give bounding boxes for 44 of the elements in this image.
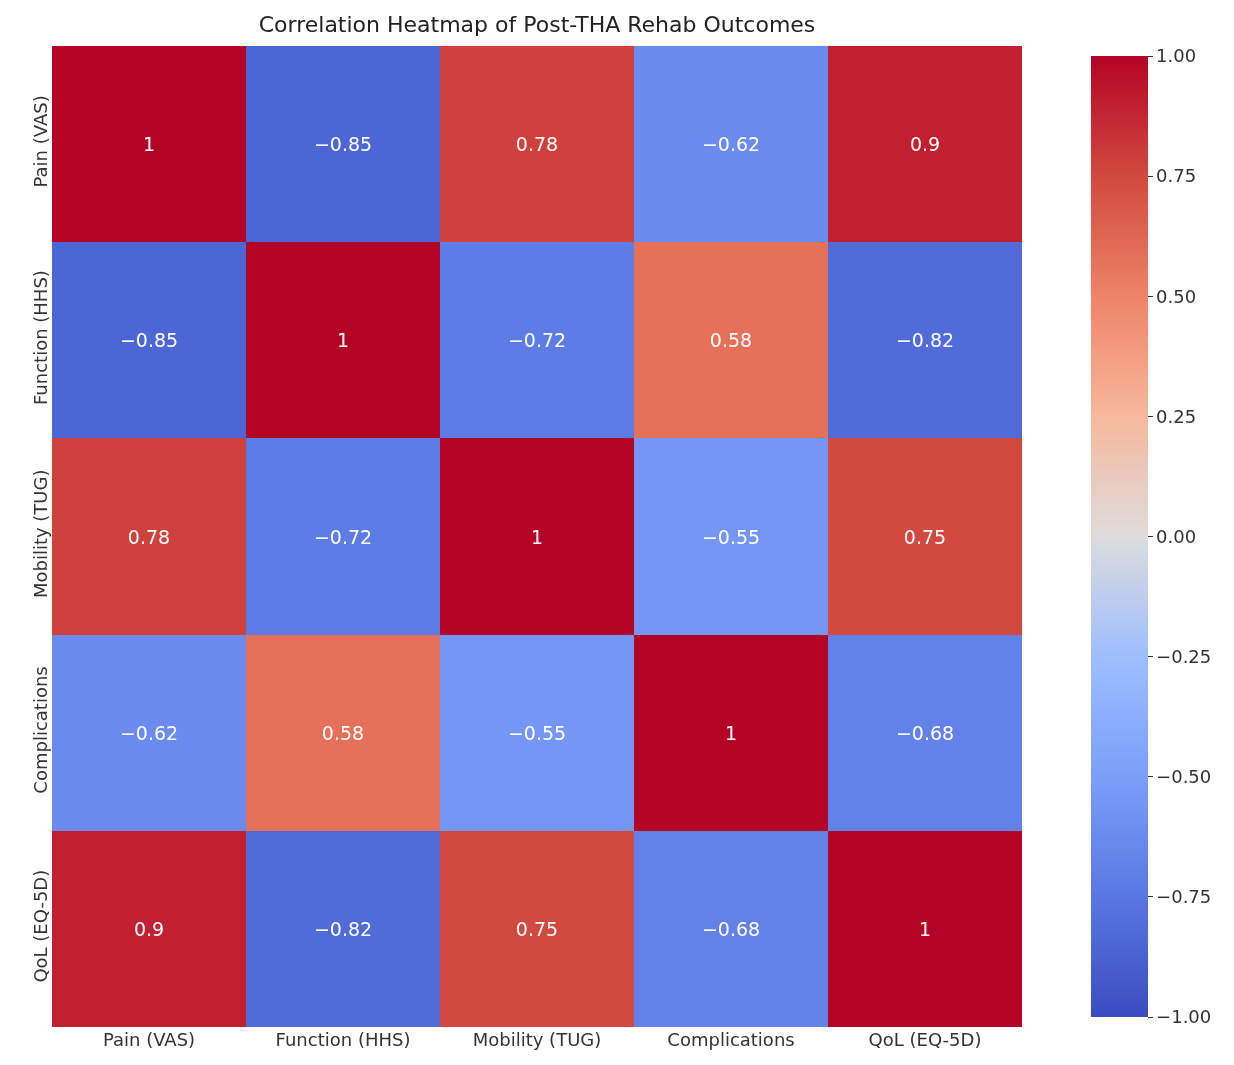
color-bar-label: 0.25 <box>1156 405 1197 427</box>
data-label: 1 <box>918 917 932 940</box>
data-label: 1 <box>724 721 738 744</box>
x-tick-label: Function (HHS) <box>275 1029 411 1050</box>
data-label: 0.78 <box>515 132 559 155</box>
data-label: −0.68 <box>895 721 955 744</box>
data-label: −0.82 <box>313 917 373 940</box>
color-bar-label: −0.50 <box>1156 766 1212 788</box>
color-bar-label: 0.00 <box>1156 525 1197 547</box>
data-label: 0.58 <box>321 721 365 744</box>
color-bar-label: 1.00 <box>1156 45 1197 67</box>
data-label: 0.9 <box>133 917 165 940</box>
color-bar-label: −1.00 <box>1156 1006 1212 1028</box>
data-label: −0.62 <box>119 721 179 744</box>
y-tick-label: Mobility (TUG) <box>30 469 52 599</box>
color-bar-label: 0.75 <box>1156 165 1197 187</box>
data-label: −0.72 <box>507 328 567 351</box>
chart-title: Correlation Heatmap of Post-THA Rehab Outcomes <box>258 12 816 38</box>
data-label: −0.85 <box>313 132 373 155</box>
x-tick-label: Complications <box>667 1029 795 1050</box>
y-tick-label: Function (HHS) <box>30 270 52 406</box>
x-tick-label: Pain (VAS) <box>102 1029 196 1050</box>
color-bar-label: 0.50 <box>1156 285 1197 307</box>
data-label: −0.55 <box>507 721 567 744</box>
data-label: 1 <box>142 132 156 155</box>
data-label: 0.75 <box>903 525 947 548</box>
color-bar-label: −0.25 <box>1156 645 1212 667</box>
data-label: 0.75 <box>515 917 559 940</box>
x-tick-label: QoL (EQ-5D) <box>868 1029 982 1050</box>
data-label: −0.62 <box>701 132 761 155</box>
x-tick-label: Mobility (TUG) <box>472 1029 602 1050</box>
y-tick-label: Pain (VAS) <box>30 95 52 188</box>
data-label: 1 <box>530 525 544 548</box>
data-label: −0.72 <box>313 525 373 548</box>
y-tick-label: Complications <box>30 666 52 794</box>
data-label: 0.58 <box>709 328 753 351</box>
color-bar-label: −0.75 <box>1156 886 1212 908</box>
data-label: −0.85 <box>119 328 179 351</box>
data-label: −0.55 <box>701 525 761 548</box>
data-label: −0.82 <box>895 328 955 351</box>
data-label: 1 <box>336 328 350 351</box>
data-label: 0.78 <box>127 525 171 548</box>
data-label: 0.9 <box>909 132 941 155</box>
data-label: −0.68 <box>701 917 761 940</box>
